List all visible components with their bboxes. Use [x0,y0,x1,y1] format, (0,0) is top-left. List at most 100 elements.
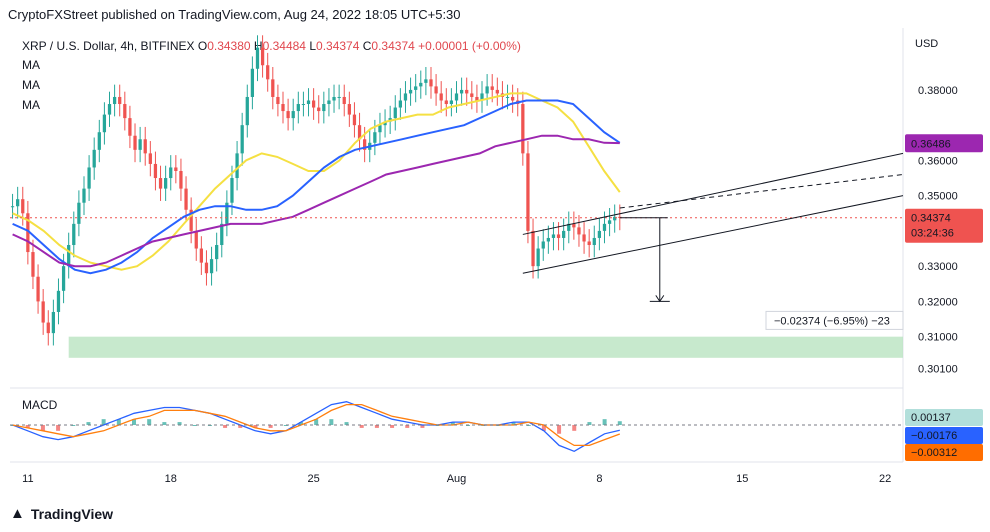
candle-body [296,104,300,112]
candle-body [327,100,331,105]
candle-body [112,96,117,105]
candle-body [276,96,280,105]
candle-body [281,104,285,112]
x-tick-label: 8 [596,473,602,485]
y-tick-label: 0.36000 [918,155,958,167]
candle-body [31,252,35,277]
macd-histogram-bar [25,425,30,428]
candle-body [465,89,469,94]
y-tick-label: 0.33000 [918,261,958,273]
candle-body [235,153,239,179]
candle-body [505,96,510,98]
macd-histogram-bar [40,425,45,431]
macd-histogram-bar [86,422,91,425]
macd-histogram-bar [390,425,395,428]
candle-body [322,104,326,112]
last-price-badge-label: 0.34374 [911,213,951,225]
support-zone-band [68,336,903,358]
macd-histogram-bar [420,425,425,428]
macd-histogram-bar [253,425,258,428]
macd-badge-label: −0.00176 [911,430,957,442]
publish-header: CryptoFXStreet published on TradingView.… [8,7,461,22]
x-tick-label: 11 [22,473,33,485]
macd-histogram-bar [602,419,607,425]
candle-body [82,188,86,203]
ma-label-3[interactable]: MA [22,98,40,112]
macd-histogram-bar [147,419,152,425]
macd-histogram-bar [314,419,319,425]
macd-histogram-bar [344,422,349,425]
macd-histogram-bar [572,425,577,431]
candle-body [526,153,530,231]
candle-body [174,167,178,171]
candle-body [51,311,56,334]
candle-body [444,100,448,105]
candle-body [562,230,566,238]
candle-body [194,230,198,249]
candle-body [245,96,249,126]
macd-histogram-bar [116,419,121,425]
candle-body [408,89,413,94]
ma-line-2 [12,99,621,275]
last-price-badge [905,208,983,243]
macd-badge [905,409,983,426]
ma-label-2[interactable]: MA [22,78,40,92]
candle-body [383,121,387,126]
candle-body [164,178,168,189]
macd-line [12,401,620,453]
candle-body [485,86,489,94]
candle-body [72,223,76,246]
candle-body [260,47,265,66]
candle-body [87,167,91,189]
candle-body [179,170,183,189]
candle-body [16,199,20,207]
close-value: 0.34374 [371,39,415,53]
candle-body [220,223,224,246]
open-label: O [197,39,208,53]
candle-body [363,139,367,150]
candle-body [225,202,229,224]
candle-body [424,79,428,83]
candle-body [607,220,612,224]
candle-body [255,47,260,69]
tradingview-logo[interactable]: ▲ TradingView [10,505,113,522]
close-label: C [362,39,372,53]
candle-body [118,96,122,105]
open-value: 0.34380 [207,39,251,53]
macd-histogram-bar [329,419,334,425]
currency-label: USD [915,38,938,50]
candle-body [434,86,438,94]
candle-body [67,245,71,267]
macd-histogram-bar [450,422,455,425]
macd-histogram-bar [511,422,516,425]
candle-body [337,96,341,98]
channel-upper-line [522,152,904,235]
candle-body [184,188,188,210]
macd-histogram-bar [617,421,622,425]
candle-body [143,139,147,154]
candle-body [439,93,443,101]
candle-body [475,96,479,101]
macd-histogram-bar [71,425,76,426]
candle-body [592,237,596,246]
candle-body [613,216,617,221]
candle-body [378,125,382,133]
macd-badge-label: 0.00137 [911,412,951,424]
ma-label-1[interactable]: MA [22,58,40,72]
symbol-legend: XRP / U.S. Dollar, 4h, BITFINEX O0.34380… [22,39,521,53]
candle-body [398,100,403,108]
macd-label[interactable]: MACD [22,398,58,412]
candle-body [556,234,561,238]
candle-body [352,114,357,126]
candle-body [347,104,351,115]
candle-body [510,96,515,101]
candle-body [480,93,484,101]
candle-body [158,178,163,189]
candle-body [97,132,101,150]
candle-body [332,96,336,101]
macd-histogram-bar [268,425,273,428]
candle-body [567,223,571,231]
macd-histogram-bar [223,425,228,428]
candle-body [26,213,30,253]
